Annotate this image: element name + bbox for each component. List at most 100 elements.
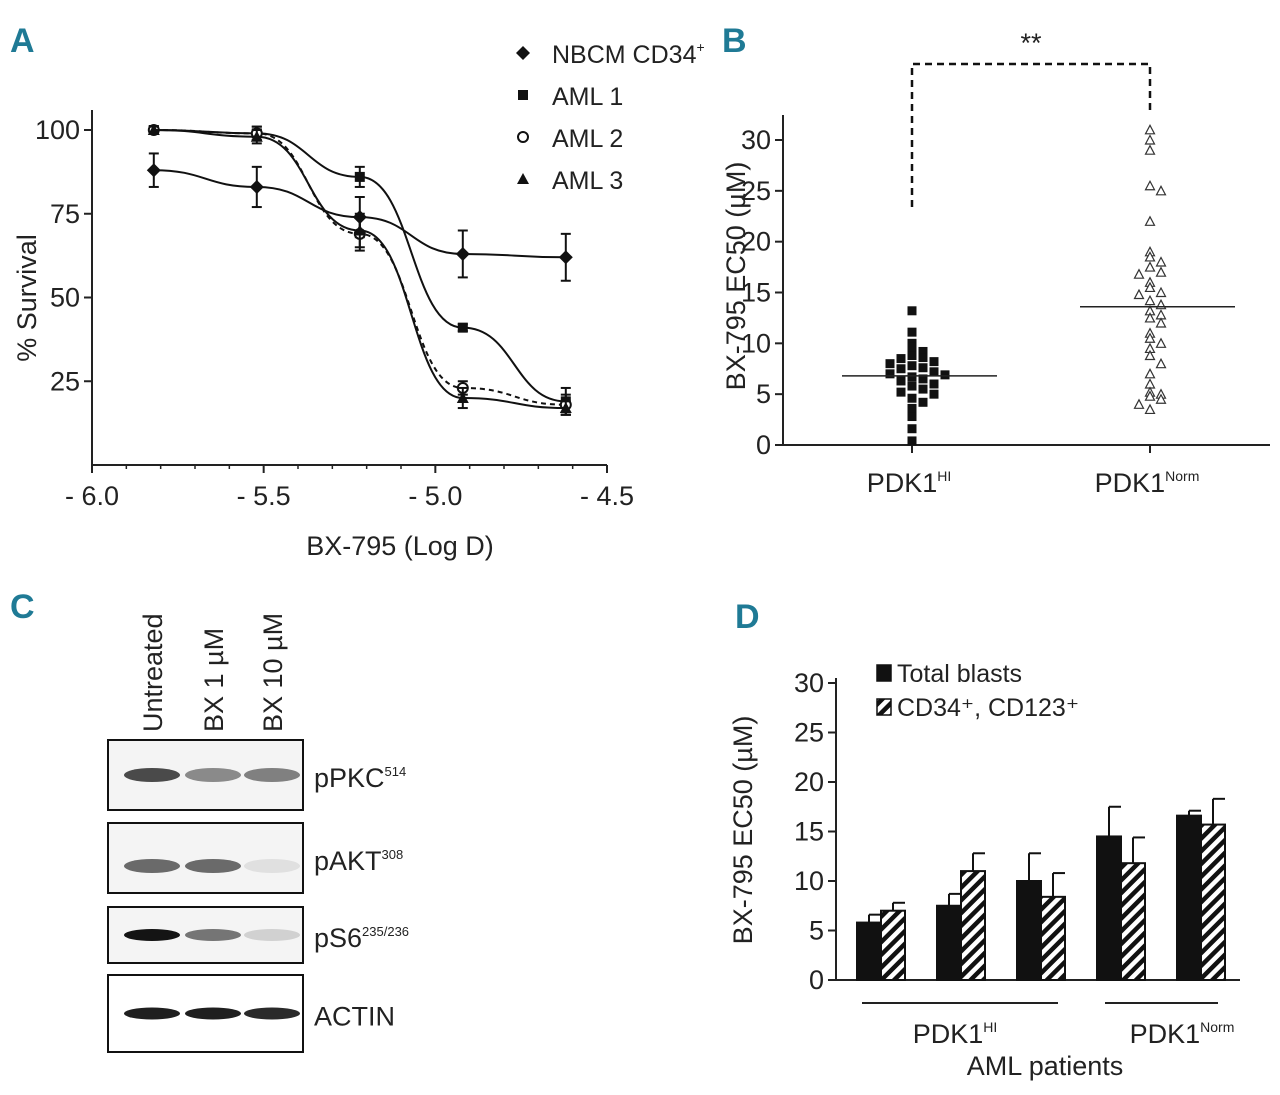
data-point-pdk1-norm: [1144, 390, 1156, 401]
y-tick-label: 15: [794, 817, 824, 847]
data-point-pdk1-norm: [1144, 403, 1156, 415]
y-tick-label: 25: [50, 366, 80, 396]
data-point: [457, 322, 468, 333]
data-point-pdk1-norm: [1155, 317, 1167, 328]
data-point-pdk1-hi: [896, 364, 906, 374]
legend-marker: [516, 46, 530, 60]
y-tick-label: 50: [50, 283, 80, 313]
data-point-pdk1-hi: [918, 397, 928, 407]
blot-band: [244, 1007, 300, 1020]
x-tick-label: - 4.5: [580, 481, 634, 511]
x-tick-label: - 5.5: [237, 481, 291, 511]
blot-band: [124, 929, 180, 941]
blot-band: [185, 1007, 241, 1020]
lane-label: BX 10 µM: [258, 613, 288, 732]
y-tick-label: 25: [741, 176, 771, 206]
blot-band: [244, 768, 300, 782]
data-point-pdk1-hi: [929, 357, 939, 367]
legend-swatch: [876, 664, 892, 682]
data-point-pdk1-norm: [1133, 268, 1145, 279]
blot-band: [124, 768, 180, 782]
data-point-pdk1-hi: [929, 389, 939, 399]
data-point-pdk1-hi: [907, 327, 917, 337]
data-point-pdk1-norm: [1133, 288, 1145, 300]
data-point: [558, 250, 573, 265]
data-point-pdk1-hi: [907, 372, 917, 382]
data-point-pdk1-norm: [1144, 134, 1156, 145]
x-tick-label: - 6.0: [65, 481, 119, 511]
data-point-pdk1-hi: [907, 342, 917, 352]
legend-label: CD34⁺, CD123⁺: [897, 694, 1079, 722]
blot-band: [124, 859, 180, 873]
data-point-pdk1-hi: [929, 367, 939, 377]
data-point-pdk1-norm: [1144, 332, 1156, 343]
data-point-pdk1-hi: [907, 393, 917, 403]
legend-label: AML 2: [552, 125, 623, 153]
blot-row-label: pAKT308: [314, 846, 403, 876]
panel-label-a: A: [10, 22, 35, 60]
lane-label: BX 1 µM: [199, 628, 229, 732]
data-point-pdk1-norm: [1144, 368, 1156, 379]
legend-label: AML 1: [552, 83, 623, 111]
blot-row-label: ACTIN: [314, 1002, 395, 1032]
data-point: [250, 130, 263, 142]
significance-bracket: [910, 62, 1152, 207]
bar-total-blasts: [856, 921, 882, 982]
data-point-pdk1-hi: [907, 381, 917, 391]
data-point: [559, 402, 572, 414]
blot-frame: [107, 822, 304, 894]
legend-label: AML 3: [552, 167, 623, 195]
legend-label: NBCM CD34+: [552, 39, 705, 69]
y-axis-title: BX-795 EC50 (µM): [728, 716, 758, 945]
data-point-pdk1-hi: [907, 412, 917, 422]
data-point-pdk1-norm: [1155, 357, 1167, 369]
data-point-pdk1-hi: [907, 361, 917, 371]
data-point-pdk1-norm: [1155, 185, 1167, 196]
data-point-pdk1-hi: [907, 424, 917, 434]
data-point-pdk1-norm: [1155, 337, 1167, 348]
bar-cd34-cd123: [960, 870, 986, 981]
data-point-pdk1-norm: [1144, 349, 1156, 361]
blot-band: [244, 929, 300, 941]
data-point-pdk1-hi: [918, 374, 928, 384]
data-point-pdk1-norm: [1144, 124, 1156, 135]
legend-label: Total blasts: [897, 660, 1022, 688]
blot-row-label: pPKC514: [314, 763, 406, 793]
data-point-pdk1-hi: [885, 369, 895, 379]
blot-band: [185, 768, 241, 782]
bar-total-blasts: [1016, 880, 1042, 981]
panel-a-dose-response-chart: - 6.0 - 5.5 - 5.0 - 4.5 25 50 75 100 BX-795 (Log…: [12, 39, 705, 561]
legend-swatch: [876, 698, 892, 716]
group-label: PDK1Norm: [1130, 1019, 1235, 1049]
group-label: PDK1Norm: [1095, 468, 1200, 498]
y-tick-label: 15: [741, 278, 771, 308]
data-point-pdk1-hi: [907, 403, 917, 413]
blot-band: [185, 859, 241, 873]
lane-label: Untreated: [138, 613, 168, 732]
data-point-pdk1-hi: [918, 363, 928, 373]
bar-total-blasts: [936, 904, 962, 981]
data-point-pdk1-hi: [896, 376, 906, 386]
data-point-pdk1-hi: [896, 387, 906, 397]
bar-cd34-cd123: [1120, 862, 1146, 981]
data-point-pdk1-hi: [907, 351, 917, 361]
data-point-pdk1-norm: [1144, 144, 1156, 155]
y-axis-title: BX-795 EC50 (µM): [721, 162, 751, 391]
bar-total-blasts: [1096, 835, 1122, 982]
data-point-pdk1-norm: [1144, 294, 1156, 306]
data-point-pdk1-hi: [918, 384, 928, 394]
legend-marker: [517, 131, 529, 143]
data-point-pdk1-norm: [1155, 393, 1167, 404]
y-tick-label: 10: [794, 866, 824, 896]
data-point-pdk1-norm: [1144, 312, 1156, 323]
data-point-pdk1-hi: [929, 379, 939, 389]
blot-band: [244, 859, 300, 873]
data-point: [147, 124, 160, 135]
legend-marker: [517, 173, 529, 184]
bar-cd34-cd123: [1200, 823, 1226, 981]
data-point-pdk1-norm: [1155, 286, 1167, 298]
group-label: PDK1HI: [867, 468, 952, 498]
bar-total-blasts: [1176, 814, 1202, 981]
data-point-pdk1-norm: [1144, 251, 1156, 262]
